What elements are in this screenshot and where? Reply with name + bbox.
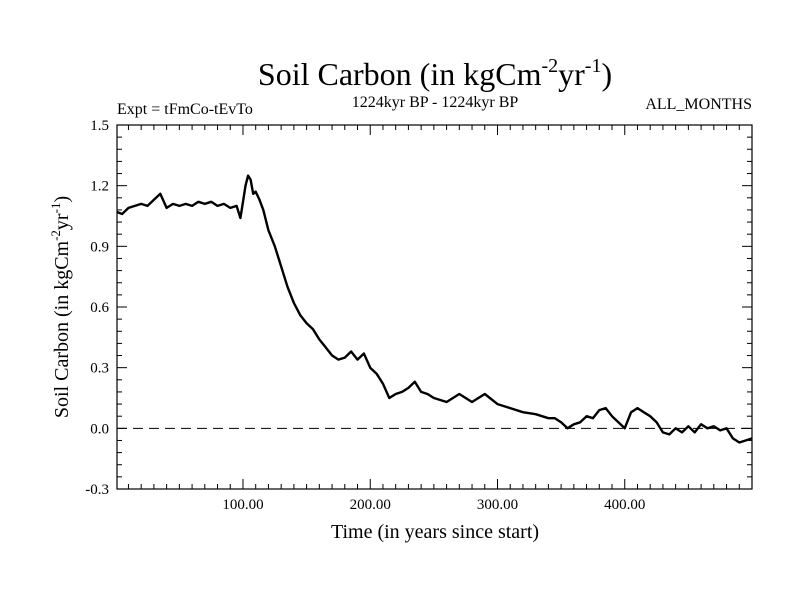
y-tick-label: -0.3 (85, 482, 109, 498)
x-tick-label: 400.00 (604, 497, 645, 513)
y-label-suffix: ) (51, 196, 73, 203)
axis-ticks (117, 124, 752, 490)
y-label-prefix: Soil Carbon (in kgCm (51, 240, 73, 418)
experiment-label: Expt = tFmCo-tEvTo (117, 101, 253, 118)
x-tick-label: 200.00 (350, 497, 391, 513)
chart-title: Soil Carbon (in kgCm-2yr-1) (258, 55, 612, 92)
series-line-soil-carbon (116, 174, 753, 444)
axis-tick-labels: 100.00 200.00 300.00 400.00 -0.3 0.0 0.3 0.6 0.9… (85, 118, 645, 513)
y-label-sup-2: -1 (48, 203, 63, 214)
y-axis-label: Soil Carbon (in kgCm-2yr-1) (48, 196, 73, 418)
plot-frame (116, 124, 753, 490)
title-sup-1: -2 (541, 55, 558, 77)
y-tick-label: 1.2 (90, 179, 109, 195)
y-tick-label: 0.0 (90, 421, 109, 437)
y-label-sup-1: -2 (48, 230, 63, 241)
x-axis-label: Time (in years since start) (331, 521, 539, 543)
y-label-mid: yr (51, 213, 73, 230)
title-prefix: Soil Carbon (in kgCm (258, 56, 542, 92)
y-tick-label: 0.9 (90, 239, 109, 255)
period-label: 1224kyr BP - 1224kyr BP (352, 94, 519, 111)
title-sup-2: -1 (585, 55, 602, 77)
title-suffix: ) (601, 56, 612, 92)
title-mid: yr (558, 56, 585, 92)
months-label: ALL_MONTHS (645, 96, 752, 113)
x-tick-label: 300.00 (477, 497, 518, 513)
y-tick-label: 0.3 (90, 361, 109, 377)
y-tick-label: 0.6 (90, 300, 109, 316)
y-tick-label: 1.5 (90, 118, 109, 134)
x-tick-label: 100.00 (222, 497, 263, 513)
